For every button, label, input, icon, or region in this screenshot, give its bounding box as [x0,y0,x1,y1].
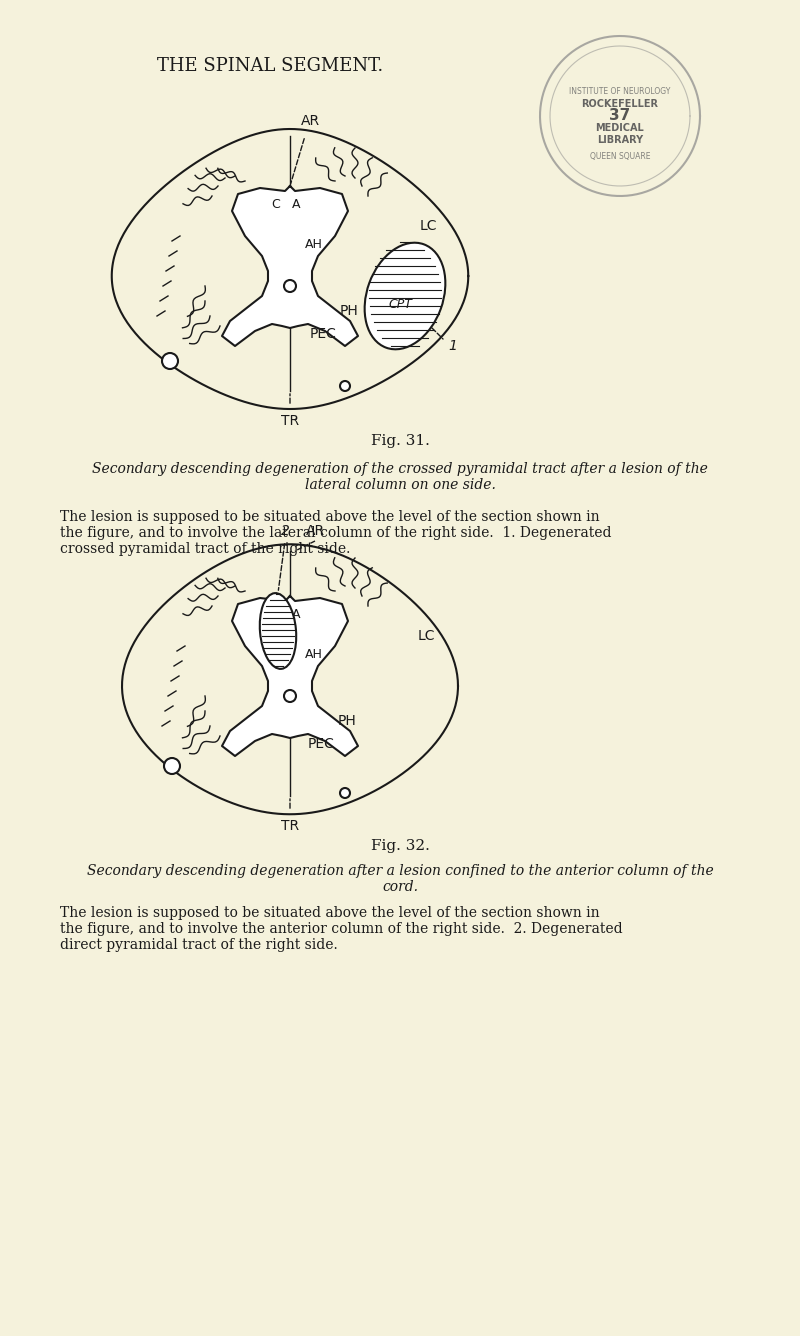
Text: 1: 1 [448,339,457,353]
Circle shape [340,381,350,391]
Text: THE SPINAL SEGMENT.: THE SPINAL SEGMENT. [157,57,383,75]
Text: ROCKEFELLER: ROCKEFELLER [582,99,658,110]
Text: Fig. 32.: Fig. 32. [370,839,430,852]
Text: Fig. 31.: Fig. 31. [370,434,430,448]
Circle shape [340,788,350,798]
Text: QUEEN SQUARE: QUEEN SQUARE [590,151,650,160]
Text: AR: AR [306,524,325,538]
Polygon shape [222,186,358,346]
Text: AR: AR [301,114,319,128]
Text: AH: AH [305,648,323,660]
Text: 2: 2 [281,524,290,538]
Text: C: C [271,608,280,620]
Text: Secondary descending degeneration of the crossed pyramidal tract after a lesion : Secondary descending degeneration of the… [92,462,708,492]
Text: C: C [271,198,280,211]
Text: TR: TR [281,414,299,428]
Text: AH: AH [305,238,323,251]
Ellipse shape [260,593,296,669]
Text: Secondary descending degeneration after a lesion confined to the anterior column: Secondary descending degeneration after … [86,864,714,894]
Ellipse shape [365,243,446,349]
Text: PH: PH [340,305,358,318]
Text: The lesion is supposed to be situated above the level of the section shown in
th: The lesion is supposed to be situated ab… [60,510,611,556]
Polygon shape [222,596,358,756]
Text: 37: 37 [610,108,630,123]
Text: CPT: CPT [388,298,412,310]
Text: The lesion is supposed to be situated above the level of the section shown in
th: The lesion is supposed to be situated ab… [60,906,622,953]
Text: LIBRARY: LIBRARY [597,135,643,146]
Circle shape [162,353,178,369]
Text: A: A [292,608,301,620]
Text: LC: LC [420,219,438,232]
Text: PEC: PEC [308,737,335,751]
Text: TR: TR [281,819,299,834]
Text: PH: PH [338,713,357,728]
Text: PEC: PEC [310,327,337,341]
Text: MEDICAL: MEDICAL [596,123,644,134]
Text: INSTITUTE OF NEUROLOGY: INSTITUTE OF NEUROLOGY [570,87,670,95]
Text: A: A [292,198,301,211]
Circle shape [164,758,180,774]
Text: LC: LC [418,629,435,643]
